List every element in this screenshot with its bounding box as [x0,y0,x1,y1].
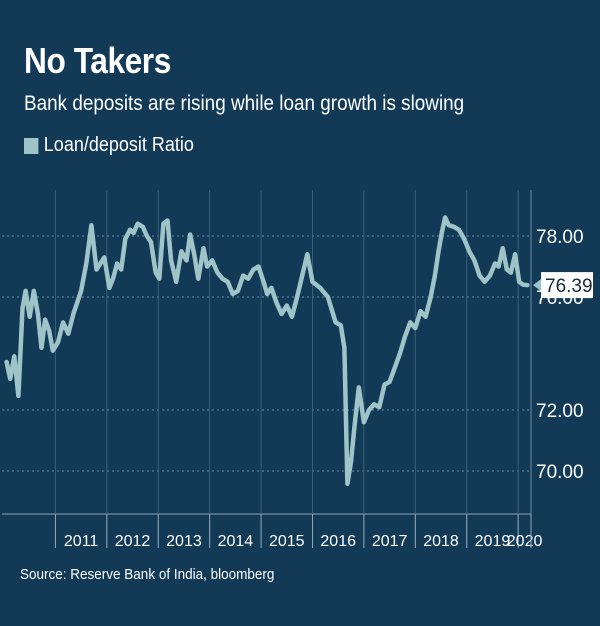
x-tick-label: 2011 [64,533,99,550]
x-tick-label: 2019 [475,533,511,550]
y-tick-label: 78.00 [536,227,584,248]
last-value-pointer [533,279,541,292]
chart-legend: Loan/deposit Ratio [24,134,194,157]
chart-subtitle: Bank deposits are rising while loan grow… [24,92,465,115]
x-tick-label: 2013 [166,533,202,550]
x-tick-label: 2016 [320,533,356,550]
y-tick-label: 70.00 [536,462,584,483]
x-tick-label: 2018 [423,533,459,550]
legend-swatch [24,137,39,154]
chart-title: No Takers [24,40,171,81]
y-tick-label: 72.00 [536,401,584,422]
source-note: Source: Reserve Bank of India, bloomberg [20,566,275,583]
x-tick-label: 2014 [218,533,254,550]
x-tick-label: 2015 [269,533,305,550]
x-tick-label: 2017 [372,533,408,550]
last-value-box [541,272,593,299]
legend-label: Loan/deposit Ratio [43,134,194,156]
last-value-label: 76.39 [545,276,593,297]
series-line-loan-deposit-ratio [4,215,530,487]
x-tick-label: 2012 [115,533,151,550]
x-tick-label: 2020 [507,533,543,550]
